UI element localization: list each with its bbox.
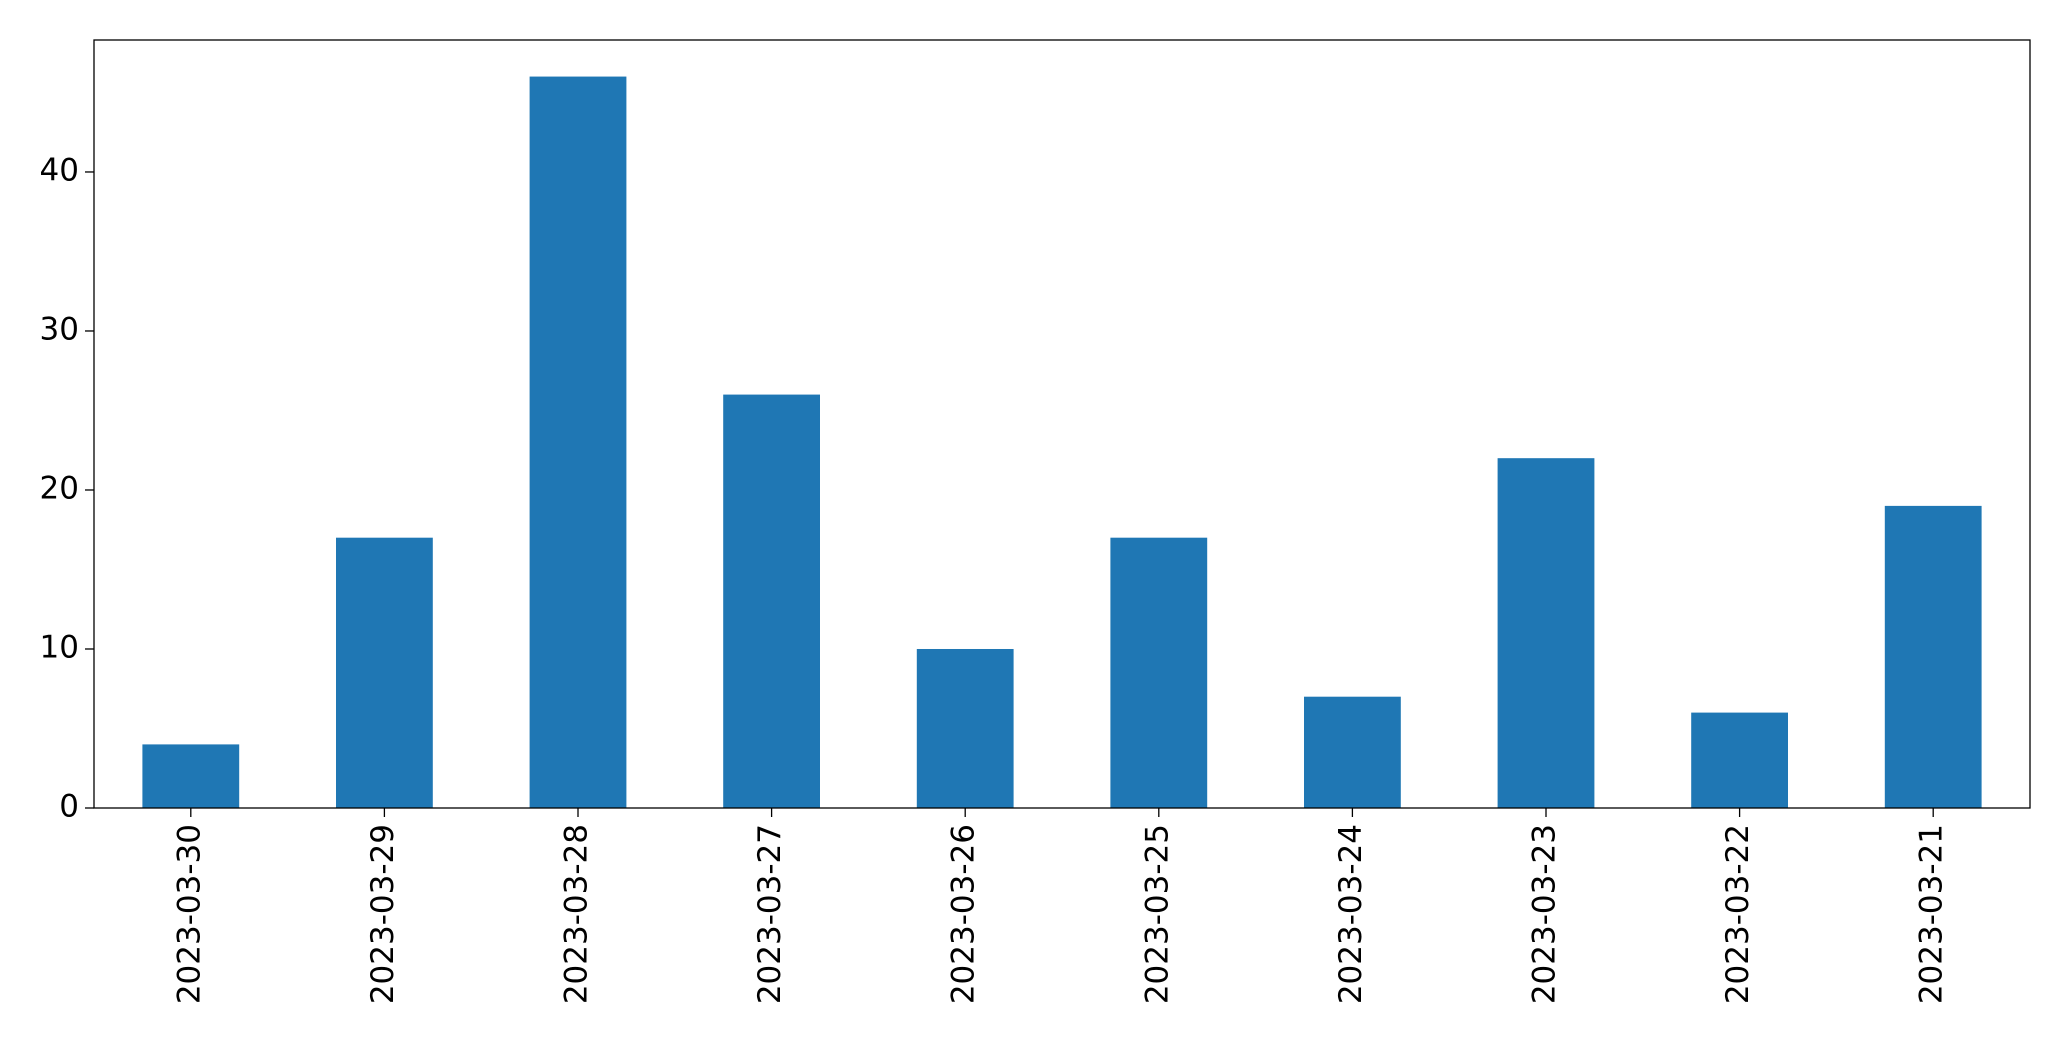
bar: [1691, 712, 1788, 808]
x-tick-label: 2023-03-25: [1139, 824, 1175, 1004]
bar: [1497, 458, 1595, 808]
y-tick-label: 40: [40, 152, 79, 188]
y-tick-label: 0: [59, 789, 79, 825]
y-tick-label: 30: [40, 311, 79, 347]
bar: [916, 648, 1014, 808]
bar: [1304, 696, 1401, 808]
x-tick-label: 2023-03-26: [946, 824, 982, 1004]
y-tick-label: 20: [40, 470, 79, 506]
bar: [336, 537, 433, 808]
y-tick-label: 10: [40, 629, 79, 665]
x-tick-label: 2023-03-21: [1914, 824, 1950, 1004]
bar: [1884, 505, 1982, 808]
x-tick-label: 2023-03-23: [1527, 824, 1563, 1004]
x-tick-label: 2023-03-30: [171, 824, 207, 1004]
x-tick-label: 2023-03-22: [1720, 824, 1756, 1004]
plot-frame: [93, 39, 2031, 809]
x-tick-label: 2023-03-24: [1333, 824, 1369, 1004]
bar: [142, 744, 240, 808]
bar: [1110, 537, 1208, 808]
bar: [723, 394, 820, 808]
x-tick-label: 2023-03-28: [559, 824, 595, 1004]
x-tick-label: 2023-03-29: [365, 824, 401, 1004]
x-tick-label: 2023-03-27: [752, 824, 788, 1004]
bar: [529, 76, 627, 809]
